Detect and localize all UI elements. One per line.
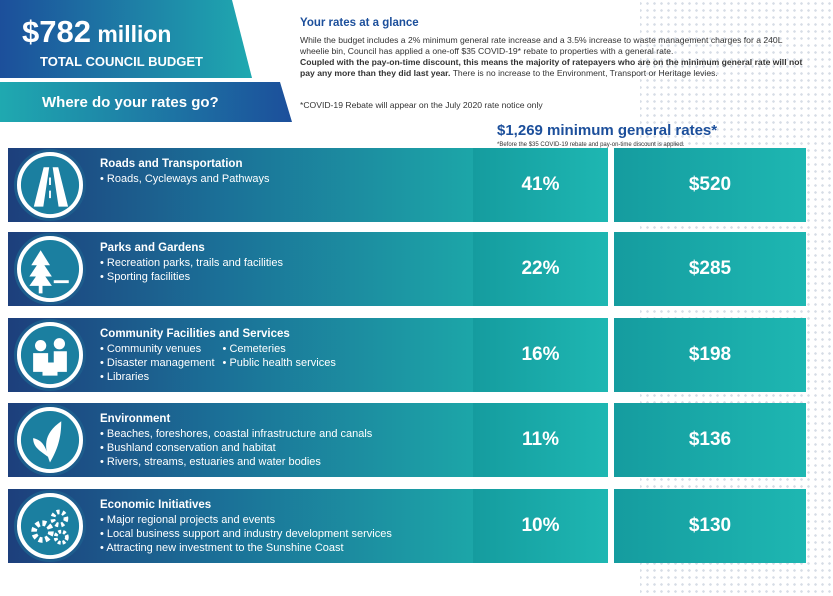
amount-box: $198 xyxy=(614,318,806,392)
note: *COVID-19 Rebate will appear on the July… xyxy=(300,100,543,110)
text: There is no increase to the Environment,… xyxy=(452,68,718,79)
glance-title: Your rates at a glance xyxy=(300,17,419,29)
bullet: Roads, Cycleways and Pathways xyxy=(100,172,270,186)
budget-caption: TOTAL COUNCIL BUDGET xyxy=(40,54,203,69)
icon xyxy=(20,496,80,556)
amount-box: $520 xyxy=(614,148,806,222)
budget-unit: million xyxy=(97,21,172,47)
category-name: Parks and Gardens xyxy=(100,242,205,254)
category-name: Economic Initiatives xyxy=(100,499,212,511)
category-bar: Parks and Gardens Recreation parks, trail… xyxy=(8,232,473,306)
percent-box: 10% xyxy=(473,489,608,563)
category-icon xyxy=(14,319,86,391)
paragraph: Coupled with the pay-on-time discount, t… xyxy=(300,57,810,79)
category-icon xyxy=(14,233,86,305)
bullet: Recreation parks, trails and facilities xyxy=(100,256,283,270)
icon xyxy=(20,325,80,385)
bullet: Disaster management xyxy=(100,356,215,370)
bullet-column: Beaches, foreshores, coastal infrastruct… xyxy=(100,427,372,469)
bullet-column: Recreation parks, trails and facilitiesS… xyxy=(100,256,283,284)
category-icon xyxy=(14,404,86,476)
category-name: Environment xyxy=(100,413,171,425)
bullet-columns: Roads, Cycleways and Pathways xyxy=(100,172,270,186)
budget: $782 million xyxy=(22,14,171,50)
bullet: Local business support and industry deve… xyxy=(100,527,392,541)
paragraph: While the budget includes a 2% minimum g… xyxy=(300,34,783,57)
amount-box: $136 xyxy=(614,403,806,477)
bullet: Sporting facilities xyxy=(100,270,283,284)
budget-amount: $782 xyxy=(22,14,91,49)
category-name: Roads and Transportation xyxy=(100,158,243,170)
percent-box: 41% xyxy=(473,148,608,222)
bullet: Libraries xyxy=(100,370,215,384)
icon xyxy=(20,239,80,299)
bullet-column: Roads, Cycleways and Pathways xyxy=(100,172,270,186)
bullet: Public health services xyxy=(223,356,335,370)
amount-box: $130 xyxy=(614,489,806,563)
bullet: Rivers, streams, estuaries and water bod… xyxy=(100,455,372,469)
amount-box: $285 xyxy=(614,232,806,306)
budget-banner: $782 million TOTAL COUNCIL BUDGET xyxy=(0,0,252,78)
bullet: Community venues xyxy=(100,342,215,356)
percent-box: 16% xyxy=(473,318,608,392)
minimum-footnote: *Before the $35 COVID-19 rebate and pay-… xyxy=(497,142,685,148)
glance: Your rates at a glance While the budget … xyxy=(300,16,810,80)
bullet-column: CemeteriesPublic health services xyxy=(223,342,336,384)
bullet-column: Community venuesDisaster managementLibra… xyxy=(100,342,215,384)
icon xyxy=(20,155,80,215)
bullet-columns: Recreation parks, trails and facilitiesS… xyxy=(100,256,283,284)
category-name: Community Facilities and Services xyxy=(100,328,290,340)
bold-text: Coupled with the pay-on-time discount, t… xyxy=(300,57,803,79)
bullet-columns: Beaches, foreshores, coastal infrastruct… xyxy=(100,427,372,469)
minimum-title: $1,269 minimum general rates* xyxy=(497,122,718,139)
percent-box: 11% xyxy=(473,403,608,477)
bullet-columns: Community venuesDisaster managementLibra… xyxy=(100,342,336,384)
bullet-columns: Major regional projects and eventsLocal … xyxy=(100,513,392,555)
question: Where do your rates go? xyxy=(42,94,219,111)
bullet: Attracting new investment to the Sunshin… xyxy=(100,541,392,555)
category-icon xyxy=(14,149,86,221)
bullet: Cemeteries xyxy=(223,342,336,356)
bullet: Bushland conservation and habitat xyxy=(100,441,372,455)
category-bar: Roads and Transportation Roads, Cycleways… xyxy=(8,148,473,222)
category-icon xyxy=(14,490,86,562)
bullet: Major regional projects and events xyxy=(100,513,392,527)
bullet: Beaches, foreshores, coastal infrastruct… xyxy=(100,427,372,441)
percent-box: 22% xyxy=(473,232,608,306)
bullet-column: Major regional projects and eventsLocal … xyxy=(100,513,392,555)
icon xyxy=(20,410,80,470)
question-band: Where do your rates go? xyxy=(0,82,292,122)
